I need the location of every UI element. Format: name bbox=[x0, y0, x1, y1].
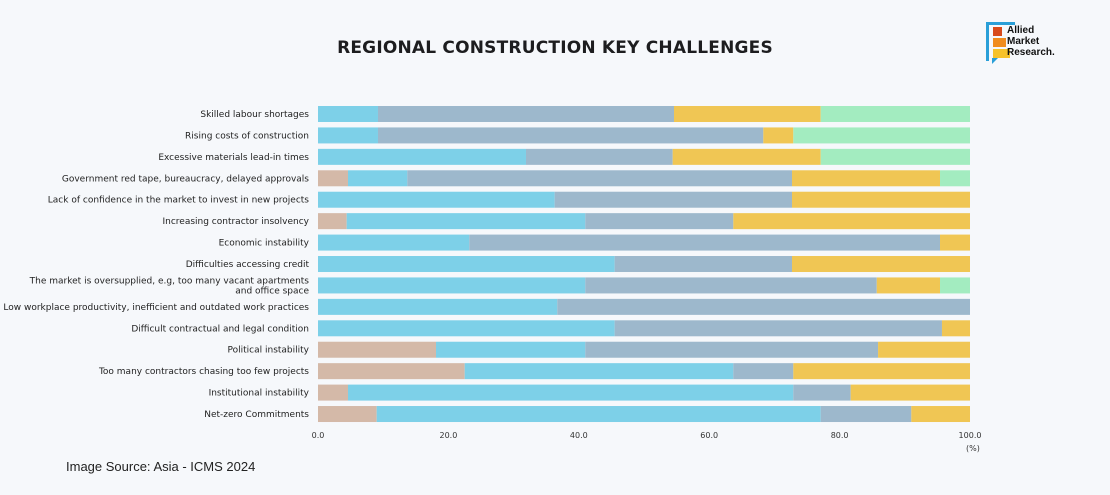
bar-segment bbox=[793, 127, 970, 144]
logo-bar bbox=[993, 49, 1010, 58]
bar-segment bbox=[318, 277, 586, 294]
bar-segment bbox=[318, 191, 555, 208]
bar-segment bbox=[318, 213, 347, 230]
bar-segment bbox=[820, 106, 970, 122]
x-tick-label: 0.0 bbox=[312, 431, 325, 440]
bar-segment bbox=[941, 320, 970, 337]
bar-segment bbox=[318, 106, 378, 122]
bar-segment bbox=[585, 341, 879, 358]
category-label: Difficulties accessing credit bbox=[186, 260, 310, 270]
bar-segment bbox=[464, 363, 734, 380]
bar-segment bbox=[318, 341, 437, 358]
logo-text: Allied bbox=[1007, 25, 1035, 36]
category-label: Lack of confidence in the market to inve… bbox=[48, 196, 310, 206]
bar-segment bbox=[763, 127, 794, 144]
bar-segment bbox=[940, 170, 970, 187]
bar-segment bbox=[318, 127, 378, 144]
category-label: Too many contractors chasing too few pro… bbox=[98, 367, 309, 377]
category-label: Economic instability bbox=[219, 239, 310, 249]
bar-segment bbox=[792, 170, 941, 187]
bar-segment bbox=[436, 341, 586, 358]
bar-segment bbox=[377, 127, 764, 144]
x-tick-label: 40.0 bbox=[570, 431, 588, 440]
category-label: Political instability bbox=[228, 346, 310, 356]
x-tick-label: 60.0 bbox=[700, 431, 718, 440]
x-axis-unit-label: (%) bbox=[966, 444, 980, 453]
bar-segment bbox=[318, 256, 615, 273]
x-tick-label: 80.0 bbox=[831, 431, 849, 440]
logo-frame bbox=[986, 22, 1015, 61]
bar-segment bbox=[557, 298, 970, 315]
bar-segment bbox=[318, 234, 470, 251]
bar-segment bbox=[792, 191, 970, 208]
image-source: Image Source: Asia - ICMS 2024 bbox=[66, 459, 256, 474]
bar-segment bbox=[672, 148, 821, 165]
bar-segment bbox=[911, 406, 970, 423]
bar-segment bbox=[318, 384, 348, 401]
bar-segment bbox=[940, 277, 970, 294]
bar-segment bbox=[876, 277, 941, 294]
logo-text: Research. bbox=[1007, 47, 1055, 58]
category-label: The market is oversupplied, e.g, too man… bbox=[29, 276, 310, 286]
bar-segment bbox=[733, 213, 970, 230]
chart-title: REGIONAL CONSTRUCTION KEY CHALLENGES bbox=[337, 38, 773, 58]
bar-segment bbox=[820, 148, 970, 165]
bar-segment bbox=[820, 406, 912, 423]
bar-segment bbox=[793, 384, 851, 401]
bar-segment bbox=[525, 148, 673, 165]
logo-bar bbox=[993, 27, 1002, 36]
bar-segment bbox=[346, 213, 586, 230]
bar-segment bbox=[733, 363, 794, 380]
logo-bar bbox=[993, 38, 1006, 47]
category-label: Institutional instability bbox=[209, 389, 310, 399]
bar-segment bbox=[407, 170, 793, 187]
bar-segment bbox=[850, 384, 970, 401]
bar-segment bbox=[614, 320, 942, 337]
bar-segment bbox=[940, 234, 970, 251]
category-label: Skilled labour shortages bbox=[200, 110, 309, 120]
x-tick-label: 100.0 bbox=[959, 431, 982, 440]
bar-segment bbox=[585, 213, 734, 230]
x-tick-label: 20.0 bbox=[439, 431, 457, 440]
bar-segment bbox=[585, 277, 877, 294]
category-label: Excessive materials lead-in times bbox=[158, 153, 309, 163]
bar-segment bbox=[347, 170, 408, 187]
bar-segment bbox=[318, 406, 377, 423]
bar-segment bbox=[554, 191, 793, 208]
bar-segment bbox=[792, 256, 970, 273]
category-label: Low workplace productivity, inefficient … bbox=[3, 303, 309, 313]
allied-market-research-logo: Allied Market Research. bbox=[986, 22, 1096, 68]
bar-segment bbox=[318, 170, 348, 187]
category-label: Difficult contractual and legal conditio… bbox=[131, 324, 309, 334]
bar-segment bbox=[376, 406, 821, 423]
category-label: and office space bbox=[235, 286, 309, 296]
logo-text: Market bbox=[1007, 36, 1040, 47]
bar-segment bbox=[318, 298, 558, 315]
category-label: Rising costs of construction bbox=[185, 131, 309, 141]
bar-segment bbox=[318, 148, 526, 165]
category-label: Increasing contractor insolvency bbox=[162, 217, 309, 227]
bar-segment bbox=[878, 341, 970, 358]
bar-segment bbox=[347, 384, 794, 401]
category-label: Net-zero Commitments bbox=[204, 410, 309, 420]
logo-tail bbox=[992, 58, 998, 64]
bar-segment bbox=[377, 106, 674, 122]
bar-segment bbox=[469, 234, 941, 251]
bar-segment bbox=[318, 363, 465, 380]
bar-segment bbox=[793, 363, 970, 380]
category-label: Government red tape, bureaucracy, delaye… bbox=[62, 174, 309, 184]
bar-segment bbox=[614, 256, 793, 273]
bar-segment bbox=[673, 106, 821, 122]
bar-segment bbox=[318, 320, 615, 337]
